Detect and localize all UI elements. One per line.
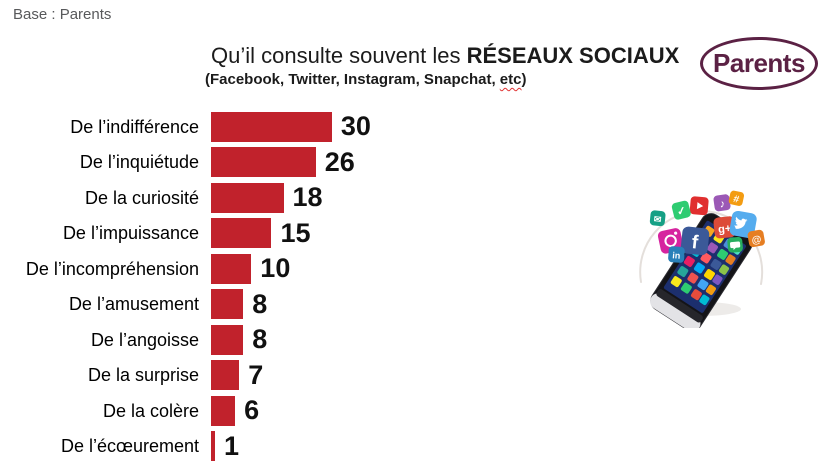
chart-row: De la curiosité 18 [0, 180, 600, 216]
smartphone-social-icons-image: f g+ ♪ ✓ ✉ # in @ [639, 190, 765, 328]
chart-row: De la colère 6 [0, 393, 600, 429]
svg-text:f: f [691, 232, 700, 254]
category-label: De la colère [102, 400, 199, 421]
floating-social-icons: f g+ ♪ ✓ ✉ # in @ [649, 190, 765, 263]
at-icon: @ [747, 229, 765, 248]
chart-row: De l’incompréhension 10 [0, 251, 600, 287]
bar [211, 253, 252, 284]
value-label: 6 [244, 395, 260, 426]
value-label: 7 [248, 359, 264, 390]
bar [211, 324, 244, 355]
bar [211, 182, 284, 213]
music-icon: ♪ [713, 194, 731, 212]
bar [211, 395, 236, 426]
bar [211, 218, 272, 249]
base-note: Base : Parents [13, 6, 112, 23]
svg-text:♪: ♪ [719, 198, 726, 211]
parents-magazine-logo: Parents [700, 37, 818, 90]
bar [211, 431, 216, 462]
category-label: De l’inquiétude [79, 152, 199, 173]
chart-subtitle-text: (Facebook, Twitter, Instagram, Snapchat, [205, 71, 500, 88]
value-label: 8 [252, 324, 268, 355]
chart-title: Qu’il consulte souvent les RÉSEAUX SOCIA… [211, 44, 679, 68]
google-plus-icon: g+ [713, 216, 736, 239]
parents-logo-label: Parents [713, 48, 805, 78]
mail-icon: ✉ [649, 210, 666, 227]
value-label: 18 [292, 182, 323, 213]
facebook-icon: f [680, 226, 710, 256]
chart-subtitle: (Facebook, Twitter, Instagram, Snapchat,… [205, 71, 679, 89]
bar [211, 111, 332, 142]
value-label: 30 [340, 111, 371, 142]
chart-row: De l’écœurement 1 [0, 429, 600, 465]
chart-title-bold: RÉSEAUX SOCIAUX [466, 43, 680, 68]
chart-row: De l’amusement 8 [0, 287, 600, 323]
svg-text:g+: g+ [718, 223, 732, 236]
bar [211, 360, 240, 391]
chart-title-regular: Qu’il consulte souvent les [211, 43, 467, 68]
category-label: De l’amusement [68, 294, 199, 315]
check-icon: ✓ [671, 200, 691, 220]
category-label: De l’indifférence [70, 116, 199, 137]
chart-row: De l’impuissance 15 [0, 216, 600, 252]
value-label: 15 [280, 217, 311, 248]
value-label: 10 [260, 253, 291, 284]
youtube-icon [689, 196, 709, 216]
category-label: De la curiosité [84, 187, 199, 208]
category-label: De l’impuissance [62, 223, 199, 244]
svg-text:✓: ✓ [676, 205, 688, 219]
linkedin-icon: in [668, 246, 685, 263]
horizontal-bar-chart: De l’indifférence 30 De l’inquiétude 26 De l… [0, 109, 600, 464]
bar [211, 289, 244, 320]
twitter-icon [729, 210, 757, 239]
svg-text:#: # [732, 194, 740, 206]
chart-row: De l’inquiétude 26 [0, 145, 600, 181]
chart-row: De l’angoisse 8 [0, 322, 600, 358]
category-label: De la surprise [87, 365, 199, 386]
bar [211, 147, 316, 178]
svg-text:@: @ [751, 234, 763, 247]
category-label: De l’écœurement [60, 436, 199, 457]
chart-title-block: Qu’il consulte souvent les RÉSEAUX SOCIA… [205, 44, 679, 89]
chart-subtitle-etc: etc [499, 71, 522, 88]
value-label: 1 [224, 430, 240, 461]
hashtag-icon: # [728, 190, 745, 206]
value-label: 26 [324, 146, 355, 177]
category-label: De l’angoisse [90, 329, 199, 350]
chat-icon [727, 237, 743, 253]
value-label: 8 [252, 288, 268, 319]
chart-row: De l’indifférence 30 [0, 109, 600, 145]
chart-row: De la surprise 7 [0, 358, 600, 394]
chart-subtitle-close-paren: ) [521, 71, 527, 88]
category-label: De l’incompréhension [25, 258, 199, 279]
svg-text:in: in [672, 250, 681, 261]
svg-text:✉: ✉ [653, 214, 662, 225]
